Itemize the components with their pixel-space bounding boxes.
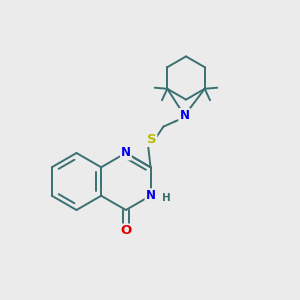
Text: N: N xyxy=(179,109,190,122)
Text: N: N xyxy=(179,109,190,122)
Text: S: S xyxy=(147,133,156,146)
Text: O: O xyxy=(120,224,131,238)
Text: N: N xyxy=(121,146,131,160)
Text: H: H xyxy=(162,193,170,203)
Text: N: N xyxy=(146,189,155,202)
